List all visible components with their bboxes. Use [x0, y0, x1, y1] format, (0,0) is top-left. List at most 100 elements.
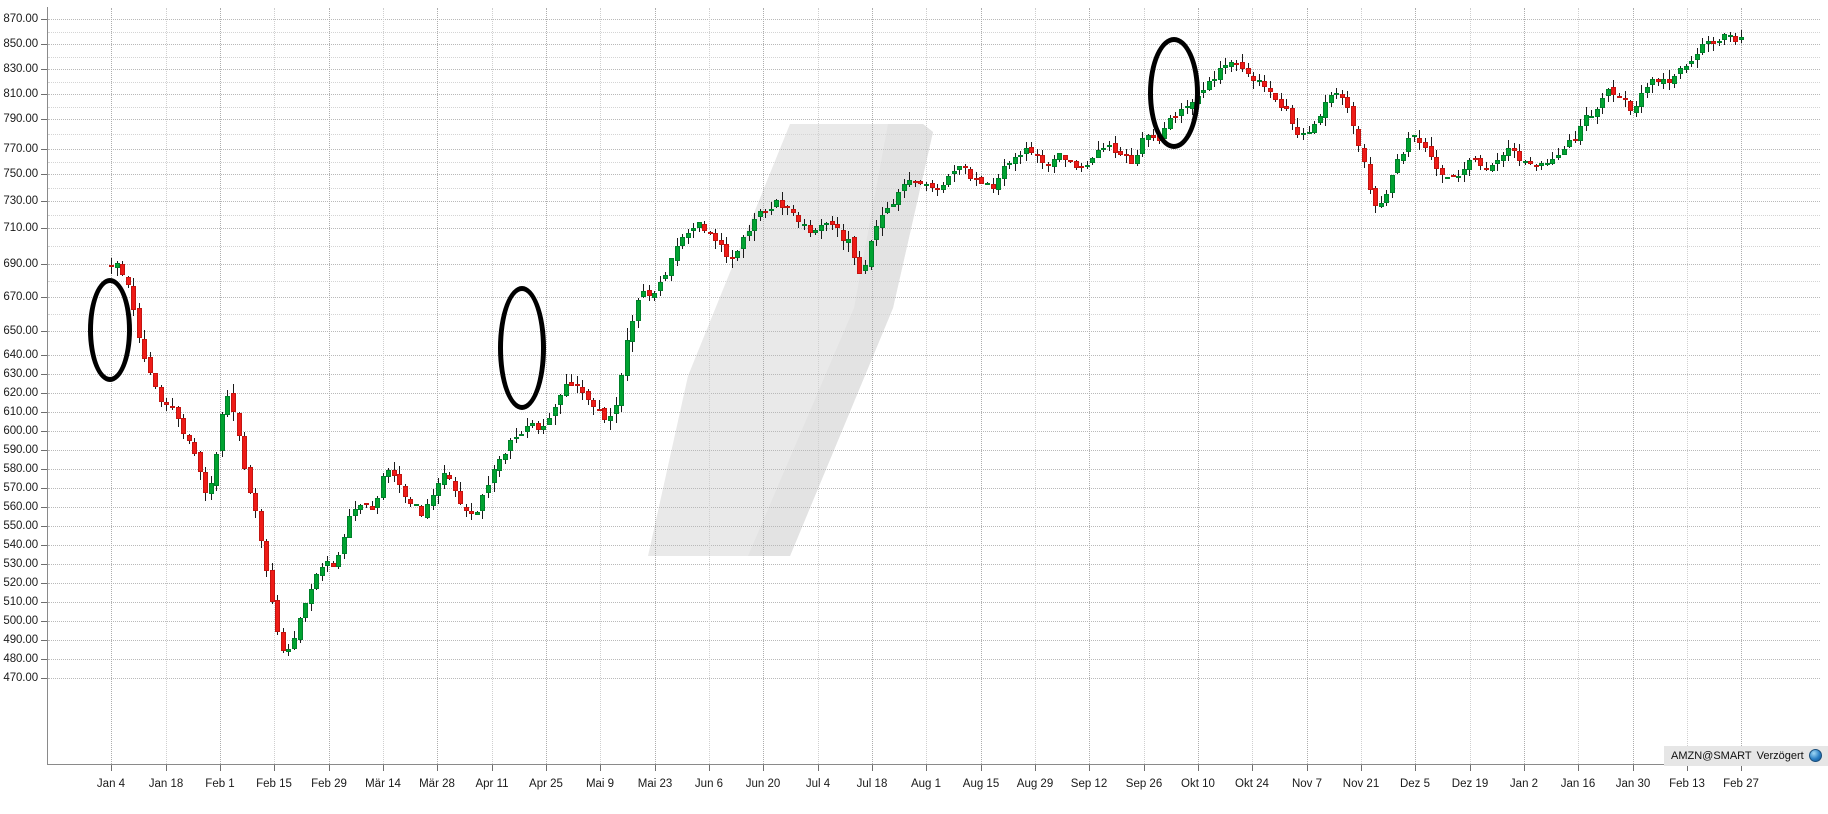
candle-body-down [1074, 161, 1079, 168]
gridline-horizontal-minor [48, 280, 1820, 282]
gridline-horizontal [48, 174, 1820, 175]
x-axis-tick-label: Feb 27 [1723, 778, 1759, 790]
candle-wick [117, 261, 118, 276]
candle-wick [1236, 60, 1237, 71]
candle-body-up [1550, 158, 1555, 164]
candle-body-up [431, 495, 436, 506]
candle-body-up [1539, 163, 1544, 167]
candle-body-down [852, 237, 857, 259]
x-axis-tick-label: Aug 1 [910, 778, 942, 790]
x-axis-tick-label: Sep 12 [1070, 778, 1108, 790]
candle-body-up [1329, 94, 1334, 104]
x-axis-tick [329, 765, 330, 771]
y-axis-tick-label: 670.00 [3, 291, 38, 303]
candle-body-up [1312, 123, 1317, 134]
x-axis-tick [1470, 765, 1471, 771]
candle-body-down [1417, 137, 1422, 144]
y-axis-tick-label: 550.00 [3, 520, 38, 532]
candle-body-up [880, 215, 885, 229]
candle-body-down [1246, 67, 1251, 75]
candle-wick [1414, 134, 1415, 142]
candle-body-down [253, 493, 258, 511]
candle-wick [1148, 133, 1149, 148]
candle-body-down [647, 290, 652, 297]
candle-body-down [575, 384, 580, 387]
candle-body-down [397, 474, 402, 486]
x-axis-tick [166, 765, 167, 771]
candle-body-up [503, 453, 508, 460]
candle-body-up [519, 434, 524, 437]
gridline-horizontal [48, 431, 1820, 432]
candle-body-down [963, 166, 968, 169]
candle-body-up [663, 275, 668, 280]
candle-body-down [419, 505, 424, 516]
candle-body-up [480, 494, 485, 512]
candle-body-up [1384, 194, 1389, 203]
candle-body-up [608, 416, 613, 422]
gridline-horizontal [48, 149, 1820, 150]
candle-body-up [1650, 78, 1655, 86]
y-axis-tick-label: 500.00 [3, 615, 38, 627]
gridline-horizontal-minor [48, 314, 1820, 315]
candle-body-up [209, 483, 214, 495]
candle-body-up [1523, 160, 1528, 163]
candle-body-up [641, 291, 646, 298]
candle-body-down [192, 441, 197, 454]
x-axis-tick [1361, 765, 1362, 771]
candle-body-up [1218, 67, 1223, 81]
candle-body-down [835, 224, 840, 229]
candle-wick [1547, 158, 1548, 167]
gridline-vertical [1252, 8, 1253, 764]
candle-wick [1575, 131, 1576, 143]
candle-body-down [1068, 160, 1073, 163]
candle-body-up [1506, 148, 1511, 157]
annotation-ellipse-january-drop [88, 278, 132, 382]
gridline-horizontal [48, 450, 1820, 451]
candle-body-up [1323, 101, 1328, 119]
x-axis-line [47, 764, 1820, 765]
plot-area[interactable] [48, 8, 1820, 764]
candle-body-up [375, 498, 380, 508]
candle-body-down [1151, 134, 1156, 138]
candle-body-up [1229, 62, 1234, 67]
y-axis-tick-label: 620.00 [3, 387, 38, 399]
candle-body-down [403, 485, 408, 497]
y-axis: 870.00 850.00 830.00 810.00 790.00 770.00 750.… [0, 0, 46, 814]
candle-body-down [591, 400, 596, 407]
candle-body-up [1018, 154, 1023, 157]
candle-body-up [492, 469, 497, 483]
candle-wick [1552, 151, 1553, 166]
candle-body-down [1340, 93, 1345, 99]
candle-wick [1203, 82, 1204, 99]
x-axis-tick-label: Apr 25 [529, 778, 563, 790]
candle-body-down [1251, 75, 1256, 81]
gridline-horizontal [48, 44, 1820, 45]
ticker-status-badge[interactable]: AMZN@SMART Verzögert [1664, 746, 1828, 766]
candle-wick [959, 165, 960, 175]
candle-wick [372, 501, 373, 511]
candle-body-up [1135, 154, 1140, 164]
candle-body-down [586, 390, 591, 400]
y-axis-tick [41, 488, 47, 489]
candle-body-down [109, 264, 114, 267]
candle-body-down [1429, 146, 1434, 157]
x-axis-tick-label: Mär 28 [419, 778, 455, 790]
gridline-vertical [1415, 8, 1416, 764]
candle-body-down [120, 263, 125, 275]
candle-body-down [458, 490, 463, 505]
candle-body-up [869, 240, 874, 267]
candle-wick [571, 373, 572, 387]
candle-body-up [652, 292, 657, 299]
candle-body-down [170, 406, 175, 409]
candle-body-down [1667, 78, 1672, 83]
x-axis-tick-label: Okt 10 [1181, 778, 1215, 790]
annotation-ellipse-november-drop [1148, 37, 1200, 149]
gridline-vertical [1687, 8, 1688, 764]
candle-body-down [930, 182, 935, 188]
gridline-vertical [383, 8, 384, 764]
candle-body-down [1234, 63, 1239, 65]
candle-body-up [292, 638, 297, 649]
x-axis-tick [274, 765, 275, 771]
y-axis-tick [41, 393, 47, 394]
candle-body-down [1473, 158, 1478, 161]
